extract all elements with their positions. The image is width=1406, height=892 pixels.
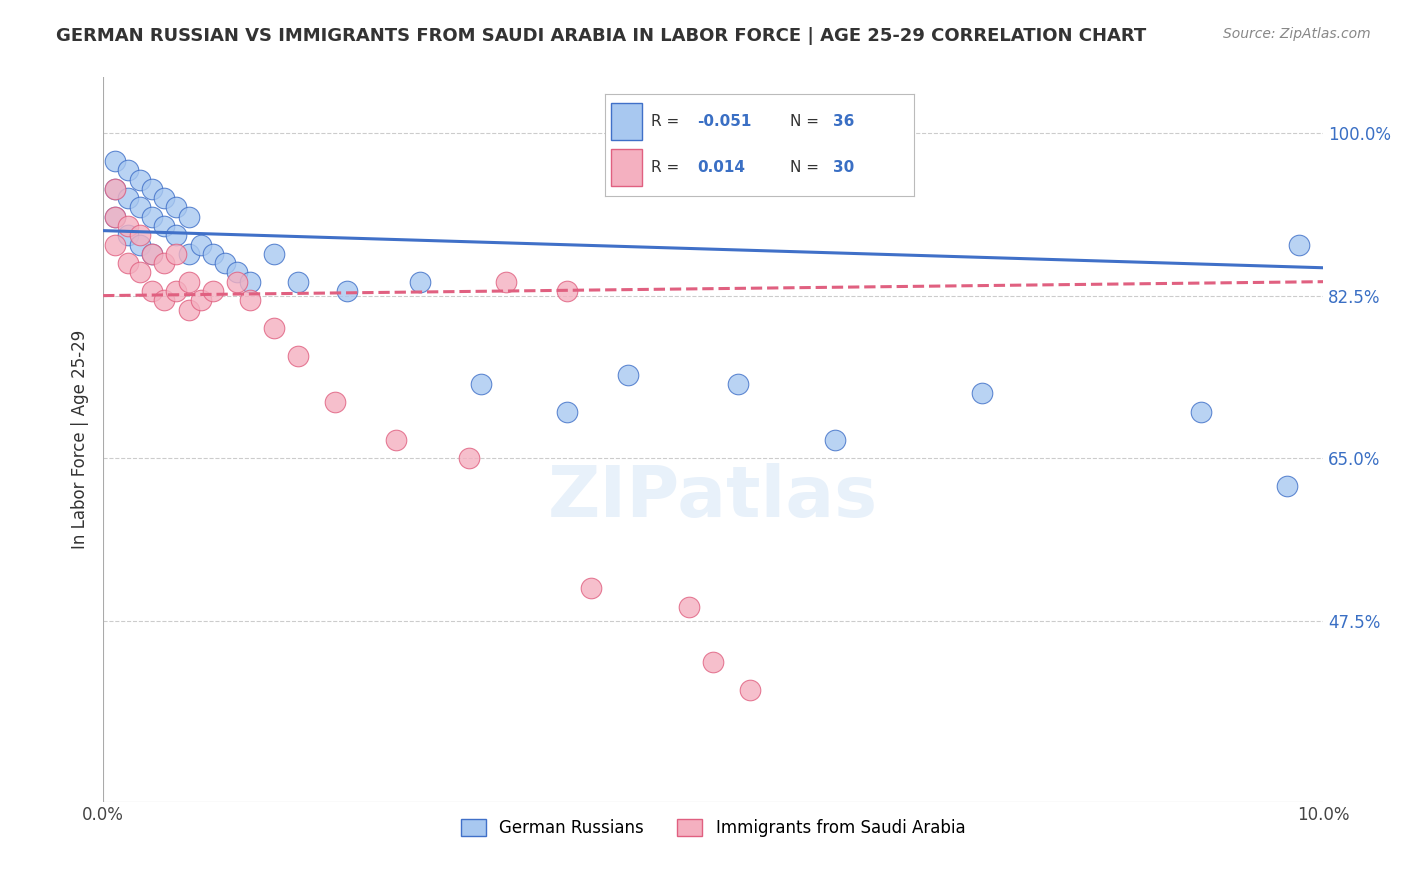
- Point: [190, 237, 212, 252]
- Point: [141, 210, 163, 224]
- Point: [409, 275, 432, 289]
- Point: [128, 172, 150, 186]
- Point: [165, 247, 187, 261]
- Point: [165, 228, 187, 243]
- Point: [824, 433, 846, 447]
- Text: Source: ZipAtlas.com: Source: ZipAtlas.com: [1223, 27, 1371, 41]
- Point: [165, 201, 187, 215]
- Point: [495, 275, 517, 289]
- Point: [555, 284, 578, 298]
- Point: [579, 581, 602, 595]
- Point: [153, 191, 176, 205]
- Point: [616, 368, 638, 382]
- Point: [128, 201, 150, 215]
- Point: [128, 237, 150, 252]
- Point: [141, 182, 163, 196]
- Point: [226, 265, 249, 279]
- Point: [117, 219, 139, 233]
- Point: [177, 210, 200, 224]
- Point: [190, 293, 212, 308]
- Text: R =: R =: [651, 160, 679, 175]
- Point: [201, 247, 224, 261]
- Text: 30: 30: [834, 160, 855, 175]
- Point: [201, 284, 224, 298]
- Text: N =: N =: [790, 114, 820, 128]
- Point: [117, 228, 139, 243]
- Point: [336, 284, 359, 298]
- Point: [238, 293, 260, 308]
- Bar: [610, 149, 641, 186]
- Point: [117, 163, 139, 178]
- Point: [153, 293, 176, 308]
- Text: 36: 36: [834, 114, 855, 128]
- Text: 0.014: 0.014: [697, 160, 745, 175]
- Point: [702, 656, 724, 670]
- Point: [1275, 479, 1298, 493]
- Point: [104, 182, 127, 196]
- Point: [287, 275, 309, 289]
- Point: [385, 433, 408, 447]
- Point: [141, 247, 163, 261]
- Y-axis label: In Labor Force | Age 25-29: In Labor Force | Age 25-29: [72, 330, 89, 549]
- Point: [117, 256, 139, 270]
- Point: [165, 284, 187, 298]
- Point: [738, 683, 761, 698]
- Point: [226, 275, 249, 289]
- Point: [104, 153, 127, 168]
- Text: ZIPatlas: ZIPatlas: [548, 463, 879, 532]
- Point: [287, 349, 309, 363]
- Point: [1288, 237, 1310, 252]
- Point: [1189, 404, 1212, 418]
- Point: [323, 395, 346, 409]
- Bar: [610, 103, 641, 140]
- Text: -0.051: -0.051: [697, 114, 752, 128]
- Legend: German Russians, Immigrants from Saudi Arabia: German Russians, Immigrants from Saudi A…: [454, 813, 972, 844]
- Point: [678, 599, 700, 614]
- Text: GERMAN RUSSIAN VS IMMIGRANTS FROM SAUDI ARABIA IN LABOR FORCE | AGE 25-29 CORREL: GERMAN RUSSIAN VS IMMIGRANTS FROM SAUDI …: [56, 27, 1146, 45]
- Point: [458, 451, 481, 466]
- Point: [128, 228, 150, 243]
- Text: R =: R =: [651, 114, 679, 128]
- Point: [141, 247, 163, 261]
- Point: [263, 247, 285, 261]
- Point: [104, 210, 127, 224]
- Text: N =: N =: [790, 160, 820, 175]
- Point: [128, 265, 150, 279]
- Point: [470, 376, 492, 391]
- Point: [555, 404, 578, 418]
- Point: [214, 256, 236, 270]
- Point: [141, 284, 163, 298]
- Point: [177, 247, 200, 261]
- Point: [727, 376, 749, 391]
- Point: [117, 191, 139, 205]
- Point: [104, 182, 127, 196]
- Point: [104, 210, 127, 224]
- Point: [970, 386, 993, 401]
- Point: [177, 302, 200, 317]
- Point: [238, 275, 260, 289]
- Point: [177, 275, 200, 289]
- Point: [153, 219, 176, 233]
- Point: [104, 237, 127, 252]
- Point: [263, 321, 285, 335]
- Point: [153, 256, 176, 270]
